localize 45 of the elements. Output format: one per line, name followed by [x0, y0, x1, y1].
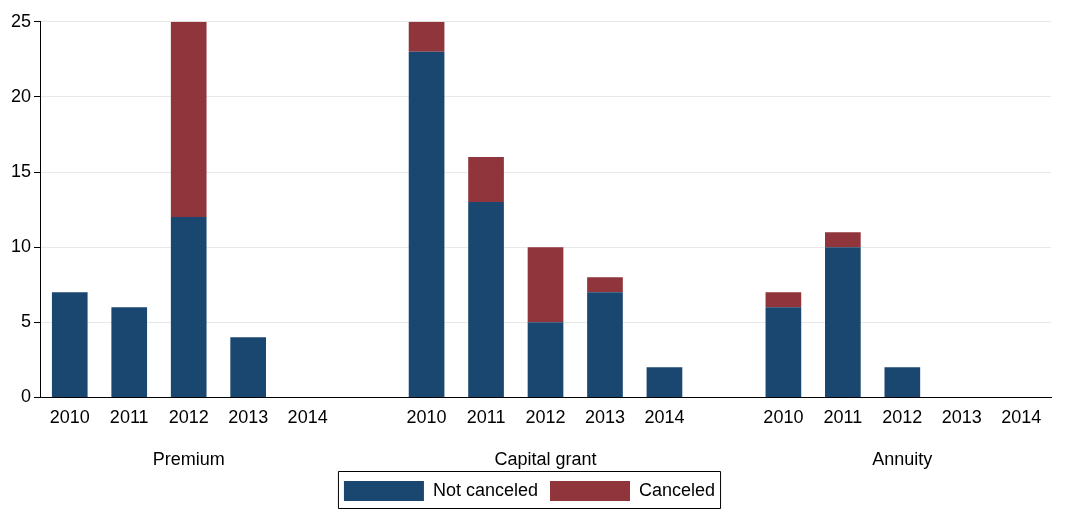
bar — [884, 367, 921, 397]
y-tick-label: 5 — [21, 311, 32, 332]
bar — [587, 277, 623, 293]
bar — [468, 202, 504, 397]
x-tick-label: 2010 — [763, 407, 804, 428]
bar — [587, 292, 623, 397]
bar — [230, 337, 267, 397]
bar — [51, 292, 88, 397]
bar — [468, 157, 504, 203]
x-tick-label: 2012 — [168, 407, 209, 428]
x-tick-label: 2011 — [466, 407, 506, 428]
x-tick-label: 2013 — [941, 407, 982, 428]
y-tick-label: 10 — [10, 236, 32, 257]
x-tick-label: 2014 — [287, 407, 328, 428]
x-tick-label: 2010 — [406, 407, 447, 428]
y-tick-label: 0 — [21, 386, 32, 407]
bar — [170, 21, 207, 218]
bar — [408, 51, 445, 397]
bar — [111, 307, 148, 397]
bar — [765, 292, 802, 308]
x-tick-label: 2014 — [644, 407, 685, 428]
x-tick-label: 2011 — [109, 407, 149, 428]
bar — [408, 21, 445, 52]
x-tick-label: 2014 — [1001, 407, 1042, 428]
x-tick-label: 2010 — [49, 407, 90, 428]
bar — [170, 217, 207, 397]
text: Annuity — [872, 448, 933, 469]
bar — [825, 247, 861, 397]
bar — [646, 367, 683, 397]
bar — [765, 307, 802, 397]
legend-label: Not canceled — [432, 479, 539, 500]
x-tick-label: 2013 — [228, 407, 269, 428]
x-tick-label: 2013 — [584, 407, 625, 428]
y-tick-label: 20 — [10, 85, 32, 106]
text: Premium — [152, 448, 225, 469]
legend-label: Canceled — [639, 479, 716, 500]
y-tick-label: 15 — [10, 161, 32, 182]
text: Capital grant — [494, 448, 597, 469]
x-tick-label: 2011 — [823, 407, 863, 428]
x-tick-label: 2012 — [882, 407, 923, 428]
y-tick-label: 25 — [10, 10, 32, 31]
bar — [825, 232, 861, 248]
bar — [527, 247, 564, 323]
bar — [527, 322, 564, 397]
x-tick-label: 2012 — [525, 407, 566, 428]
